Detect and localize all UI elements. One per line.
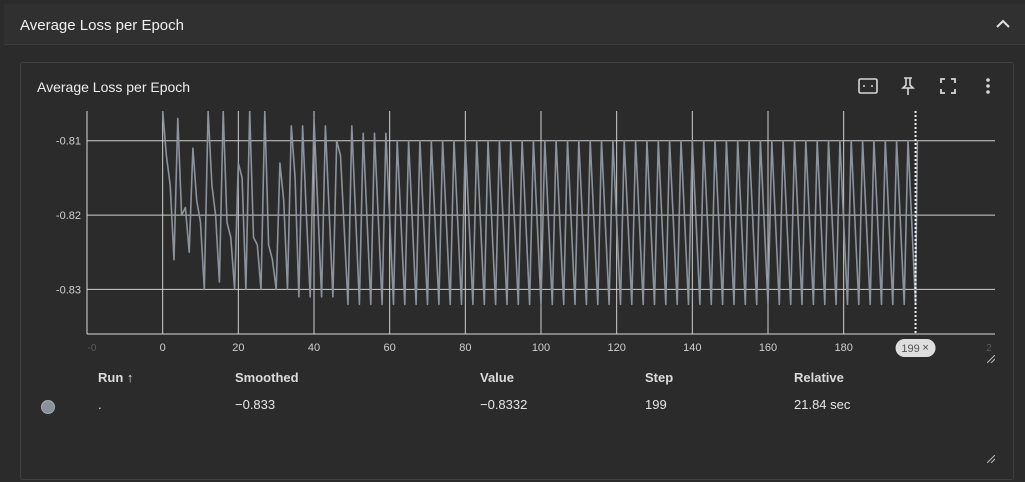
data-table: Run ↑ Smoothed Value Step Relative . −0.…: [21, 363, 1011, 473]
cell-run: .: [98, 397, 102, 412]
more-vert-icon[interactable]: [977, 75, 999, 97]
x-tick-label: 40: [308, 342, 320, 354]
y-tick-label: -0.82: [56, 210, 81, 222]
cell-smoothed: −0.833: [235, 397, 276, 412]
x-tick-label: 60: [384, 342, 396, 354]
x-edge-tick-label: 2: [986, 343, 992, 354]
y-tick-label: -0.81: [56, 136, 81, 148]
x-tick-label: 140: [683, 342, 701, 354]
header-smoothed: Smoothed: [235, 370, 299, 385]
header-relative: Relative: [794, 370, 844, 385]
y-tick-label: -0.83: [56, 284, 81, 296]
fit-domain-icon[interactable]: [857, 75, 879, 97]
card-title: Average Loss per Epoch: [37, 79, 191, 95]
x-tick-label: 100: [532, 342, 550, 354]
section-header[interactable]: Average Loss per Epoch: [4, 4, 1025, 45]
x-tick-label: 80: [459, 342, 471, 354]
x-tick-label: 120: [607, 342, 625, 354]
header-run[interactable]: Run ↑: [98, 370, 134, 385]
close-icon[interactable]: ×: [922, 342, 928, 354]
chart-card: Average Loss per Epoch 0 20 40 60 80 100 120 14…: [20, 62, 1014, 480]
x-tick-label: 20: [232, 342, 244, 354]
chevron-up-icon[interactable]: [993, 14, 1013, 34]
step-cursor-chip-bg: [895, 339, 936, 357]
run-color-dot[interactable]: [41, 400, 55, 414]
table-resize-handle-icon[interactable]: [987, 455, 995, 463]
line-chart[interactable]: 0 20 40 60 80 100 120 140 160 180 -0 2 -0.81 -0.82 -0.…: [21, 103, 1011, 373]
x-tick-label: 160: [759, 342, 777, 354]
x-tick-label: 0: [160, 342, 166, 354]
step-cursor-chip[interactable]: 199 ×: [895, 339, 936, 357]
series-line: [161, 111, 919, 306]
header-step: Step: [645, 370, 674, 385]
x-tick-label: 180: [834, 342, 852, 354]
cell-step: 199: [645, 397, 667, 412]
pin-icon[interactable]: [897, 75, 919, 97]
resize-handle-icon[interactable]: [987, 355, 995, 363]
cell-value: −0.8332: [480, 397, 528, 412]
cell-relative: 21.84 sec: [794, 397, 851, 412]
section-title: Average Loss per Epoch: [20, 17, 184, 34]
x-edge-tick-label: -0: [88, 343, 97, 354]
step-cursor-label: 199: [901, 343, 919, 355]
fullscreen-icon[interactable]: [937, 75, 959, 97]
header-value: Value: [480, 370, 514, 385]
